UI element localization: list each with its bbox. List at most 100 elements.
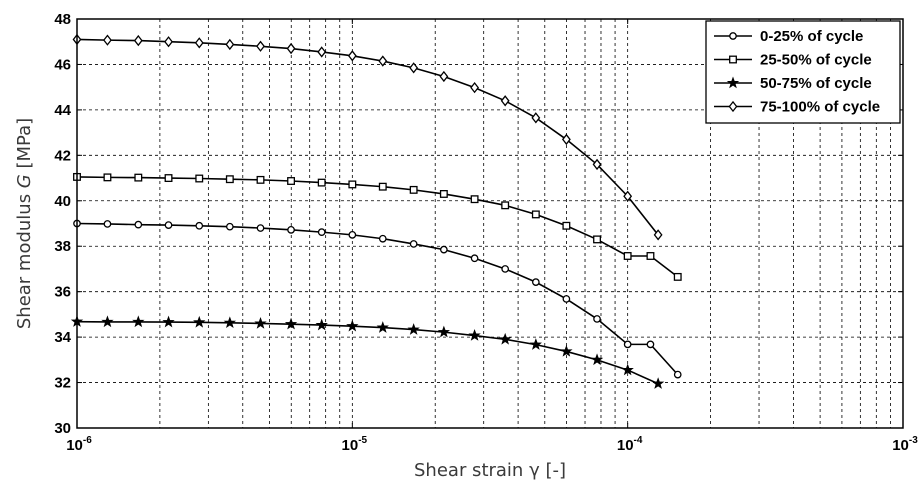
data-point (256, 224, 265, 232)
y-axis-label: Shear modulus G [MPa] (14, 118, 35, 329)
legend-label: 50-75% of cycle (760, 75, 872, 92)
data-point (531, 112, 541, 124)
data-point (673, 272, 682, 281)
y-tick-label: 48 (54, 11, 71, 28)
data-point (529, 338, 543, 350)
data-point (254, 316, 267, 329)
data-point (562, 295, 571, 303)
y-tick-label: 38 (54, 238, 71, 255)
data-point (164, 174, 173, 183)
data-point (195, 174, 204, 183)
data-point (378, 55, 388, 67)
data-point (592, 158, 602, 171)
legend-label: 25-50% of cycle (760, 52, 872, 69)
data-point (531, 210, 540, 219)
data-point (286, 42, 296, 55)
data-point (561, 133, 571, 146)
data-point (348, 231, 357, 239)
data-point (315, 318, 328, 331)
data-point (287, 226, 295, 234)
x-tick-label: 10-6 (66, 435, 92, 454)
data-point (470, 81, 480, 94)
data-point (317, 46, 327, 58)
legend-label: 75-100% of cycle (760, 99, 880, 116)
data-point (225, 175, 234, 184)
data-point (223, 316, 236, 329)
data-point (164, 221, 173, 229)
series-3 (70, 315, 665, 389)
y-tick-label: 32 (54, 375, 71, 392)
y-tick-label: 36 (54, 284, 71, 301)
data-point (134, 173, 143, 182)
x-tick-label: 10-3 (892, 435, 918, 454)
legend-marker (728, 100, 738, 113)
data-point (193, 315, 206, 328)
data-point (501, 265, 510, 273)
data-point (103, 173, 112, 182)
data-point (132, 315, 145, 328)
data-point (346, 319, 359, 332)
y-tick-label: 40 (54, 193, 71, 210)
data-point (164, 36, 173, 48)
data-point (470, 254, 479, 263)
data-point (284, 317, 298, 330)
data-point (673, 370, 682, 379)
data-point (409, 185, 418, 194)
data-point (653, 229, 663, 241)
data-point (101, 315, 114, 328)
data-point (470, 195, 479, 204)
series-layer (70, 33, 682, 389)
data-point (621, 363, 634, 376)
data-point (562, 221, 571, 230)
data-point (194, 37, 204, 49)
data-point (162, 315, 175, 328)
x-axis-label-suffix: [-] (540, 460, 566, 481)
data-point (407, 323, 420, 335)
data-point (590, 353, 604, 366)
data-point (376, 321, 389, 333)
data-point (623, 340, 632, 349)
data-point (317, 228, 326, 236)
series-line (76, 38, 659, 236)
data-point (256, 40, 265, 52)
data-point (593, 315, 601, 323)
x-axis-label: Shear strain γ [-] (414, 460, 566, 481)
y-axis-label-symbol: G (14, 174, 35, 188)
data-point (195, 221, 204, 230)
data-point (440, 245, 448, 254)
data-point (560, 344, 573, 357)
y-tick-label: 44 (54, 102, 71, 119)
y-tick-label: 30 (54, 420, 71, 437)
data-point (287, 177, 296, 185)
y-tick-label: 46 (54, 56, 71, 73)
data-point (317, 178, 326, 187)
data-point (646, 340, 655, 349)
data-point (103, 34, 112, 46)
data-point (347, 50, 357, 62)
x-axis-label-symbol: γ (529, 460, 540, 481)
legend-marker (729, 32, 737, 40)
data-point (409, 240, 418, 248)
data-point (646, 252, 655, 260)
x-tick-label: 10-4 (617, 435, 643, 454)
data-point (593, 235, 601, 244)
x-axis-label-prefix: Shear strain (414, 460, 529, 481)
series-4 (72, 33, 663, 241)
data-point (103, 220, 112, 228)
data-point (409, 62, 419, 74)
series-line (76, 320, 659, 385)
y-axis-label-prefix: Shear modulus (14, 188, 35, 329)
data-point (348, 180, 357, 189)
y-axis-label-suffix: [MPa] (14, 118, 35, 174)
data-point (134, 220, 143, 229)
data-point (378, 234, 387, 243)
data-point (500, 95, 510, 107)
y-tick-label: 34 (54, 329, 71, 346)
data-point (439, 190, 448, 198)
tick-layer: 30 32 34 36 38 40 42 44 46 48 10-6 10-5 10-4 10-3 (54, 11, 918, 454)
data-point (133, 34, 143, 47)
data-point (256, 175, 265, 184)
data-point (225, 222, 234, 231)
y-tick-label: 42 (54, 147, 71, 164)
